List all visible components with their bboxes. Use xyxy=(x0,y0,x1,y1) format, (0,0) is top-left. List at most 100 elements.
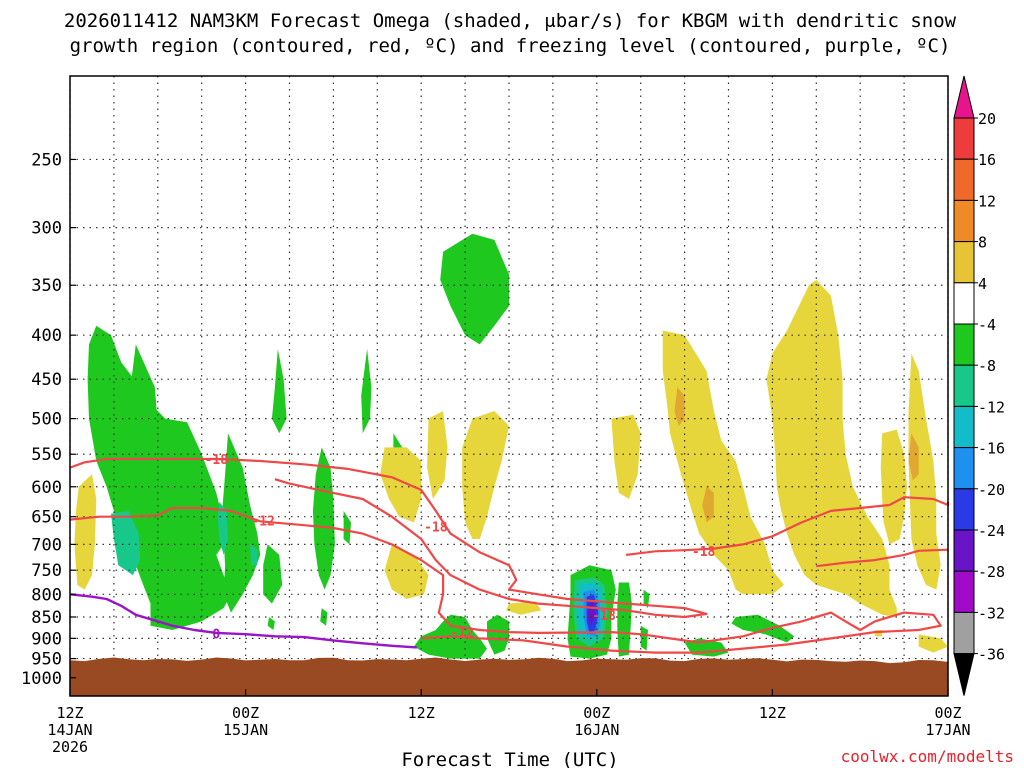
x-tick-date: 15JAN xyxy=(223,721,268,739)
omega-region xyxy=(361,348,372,434)
y-axis-ticks: 2503003504004505005506006507007508008509… xyxy=(21,150,76,689)
colorbar-label: -8 xyxy=(978,357,996,375)
contour-label: -18 xyxy=(692,545,716,560)
plot-border xyxy=(69,75,949,697)
omega-region xyxy=(617,582,632,657)
temperature-contours xyxy=(69,457,950,654)
colorbar-label: -16 xyxy=(978,440,1005,458)
colorbar-label: -28 xyxy=(978,563,1005,581)
x-tick-label: 12Z xyxy=(56,704,83,722)
colorbar-bin xyxy=(953,323,975,366)
omega-region xyxy=(267,617,275,630)
colorbar-label: -20 xyxy=(978,481,1005,499)
x-tick-label: 00Z xyxy=(583,704,610,722)
contour-label: 0 xyxy=(212,627,220,642)
omega-region xyxy=(908,433,919,481)
colorbar-over-arrow xyxy=(953,75,975,119)
y-tick-label: 650 xyxy=(31,508,62,528)
omega-region xyxy=(702,486,714,523)
omega-region xyxy=(880,429,907,545)
y-tick-label: 550 xyxy=(31,445,62,465)
omega-region xyxy=(222,433,261,613)
omega-region xyxy=(674,387,685,426)
freezing-level-contour xyxy=(69,593,417,649)
omega-region xyxy=(263,544,283,604)
omega-region xyxy=(440,233,509,345)
omega-region xyxy=(731,614,795,643)
x-tick-date: 16JAN xyxy=(574,721,619,739)
colorbar-label: 4 xyxy=(978,275,987,293)
colorbar-label: 12 xyxy=(978,192,996,210)
x-tick-label: 00Z xyxy=(934,704,961,722)
colorbar-bin xyxy=(953,611,975,655)
colorbar-bin xyxy=(953,282,975,325)
colorbar-label: 8 xyxy=(978,234,987,252)
omega-region xyxy=(506,601,542,615)
x-axis-label: Forecast Time (UTC) xyxy=(401,749,618,768)
omega-region xyxy=(462,411,509,539)
y-tick-label: 350 xyxy=(31,276,62,296)
colorbar-bin xyxy=(953,529,975,572)
dendritic-contour xyxy=(69,457,708,619)
credit-text: coolwx.com/modelts xyxy=(841,747,1014,766)
omega-region xyxy=(380,447,422,523)
colorbar-bin xyxy=(953,241,975,284)
omega-region xyxy=(250,544,258,566)
colorbar-bin xyxy=(953,447,975,490)
omega-region xyxy=(271,348,287,434)
colorbar-bin xyxy=(953,158,975,201)
omega-region xyxy=(343,510,351,545)
colorbar-bin xyxy=(953,364,975,407)
terrain-fill xyxy=(70,657,948,696)
y-tick-label: 300 xyxy=(31,219,62,239)
x-tick-year: 2026 xyxy=(52,738,88,756)
omega-region xyxy=(640,625,648,651)
contour-label: -18 xyxy=(205,453,229,468)
y-tick-label: 750 xyxy=(31,561,62,581)
x-tick-label: 12Z xyxy=(408,704,435,722)
plot-frame xyxy=(69,75,949,697)
colorbar-bin xyxy=(953,117,975,160)
colorbar-under-arrow xyxy=(953,653,975,696)
contour-label: -12 xyxy=(251,515,274,530)
y-tick-label: 850 xyxy=(31,608,62,628)
omega-region xyxy=(662,330,785,595)
y-tick-label: 1000 xyxy=(21,669,62,689)
x-tick-label: 12Z xyxy=(759,704,786,722)
colorbar-label: -4 xyxy=(978,316,996,334)
contour-label: -18 xyxy=(424,520,448,535)
y-tick-label: 400 xyxy=(31,326,62,346)
colorbar-label: 16 xyxy=(978,151,996,169)
colorbar-label: 20 xyxy=(978,110,996,128)
omega-region xyxy=(217,502,228,555)
omega-region xyxy=(74,474,97,590)
omega-shading xyxy=(74,233,948,659)
omega-region xyxy=(384,544,429,599)
contour-label: -12 xyxy=(450,626,473,641)
dendritic-contour xyxy=(69,506,942,654)
colorbar-bin xyxy=(953,405,975,449)
y-tick-label: 900 xyxy=(31,629,62,649)
omega-region xyxy=(766,279,897,617)
colorbar-label: -12 xyxy=(978,398,1005,416)
dendritic-contour xyxy=(625,496,950,556)
omega-region xyxy=(918,634,948,653)
colorbar-bin xyxy=(953,199,975,243)
y-tick-label: 800 xyxy=(31,585,62,605)
omega-region xyxy=(427,411,448,499)
colorbar: 20 16 12 8 4 -4 -8 -12 -16 -20 -24 -28 -32 -36 xyxy=(953,75,1005,696)
y-tick-label: 950 xyxy=(31,650,62,670)
y-tick-label: 450 xyxy=(31,370,62,390)
colorbar-bin xyxy=(953,570,975,613)
omega-region xyxy=(611,414,641,499)
chart-title-line1: 2026011412 NAM3KM Forecast Omega (shaded… xyxy=(64,10,957,32)
colorbar-bin xyxy=(953,488,975,531)
omega-region xyxy=(312,447,335,590)
y-tick-label: 600 xyxy=(31,478,62,498)
omega-region xyxy=(487,614,509,655)
colorbar-label: -36 xyxy=(978,646,1005,664)
contour-labels: -18 -12 -18 -18 -12 -18 0 xyxy=(205,453,716,642)
colorbar-label: -24 xyxy=(978,522,1005,540)
